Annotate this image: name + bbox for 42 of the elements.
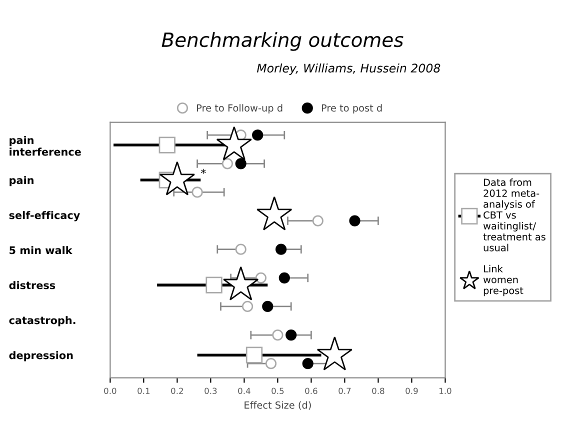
point <box>242 300 254 312</box>
point <box>349 215 360 226</box>
x-axis-title: Effect Size (d) <box>244 401 311 410</box>
x-tick-label: 1.0 <box>440 388 452 394</box>
y-tick-label: distress <box>9 281 56 290</box>
x-tick-label: 0.2 <box>171 388 183 394</box>
point <box>286 329 297 341</box>
point <box>235 158 246 170</box>
point <box>278 272 290 284</box>
point <box>265 358 277 370</box>
point <box>262 300 274 312</box>
x-tick-label: 0.7 <box>338 388 351 394</box>
legend-label: Link women pre-post <box>483 264 524 296</box>
point <box>312 215 324 226</box>
point <box>302 358 314 370</box>
x-tick-label: 0.9 <box>406 388 418 394</box>
point <box>272 329 284 341</box>
y-tick-label: catastroph. <box>9 316 76 326</box>
legend-label: Pre to post d <box>322 104 382 114</box>
legend-label: Data from 2012 meta- analysis of CBT vs waitinglist/ treatment as usual <box>483 178 546 252</box>
x-tick-label: 0.6 <box>305 388 318 394</box>
x-tick-label: 0.5 <box>272 388 284 394</box>
x-tick-label: 0.1 <box>138 388 150 394</box>
x-tick-label: 0.3 <box>204 388 217 394</box>
x-tick-label: 0.0 <box>104 388 116 394</box>
point <box>255 272 266 284</box>
point <box>235 244 246 255</box>
x-tick-label: 0.8 <box>372 388 384 394</box>
y-tick-label: depression <box>9 351 73 362</box>
y-tick-label: 5 min walk <box>10 246 72 254</box>
chart-subtitle: Morley, Williams, Hussein 2008 <box>256 63 440 75</box>
y-tick-label: pain interference <box>10 136 81 156</box>
point <box>222 158 233 170</box>
point <box>252 130 264 141</box>
legend-label: Pre to Follow-up d <box>197 104 282 114</box>
point <box>275 244 287 255</box>
chart-title: Benchmarking outcomes <box>162 32 404 51</box>
y-tick-label: self-efficacy <box>9 211 80 222</box>
y-tick-label: pain <box>10 176 34 186</box>
x-tick-label: 0.4 <box>238 388 250 394</box>
point <box>192 186 203 198</box>
annotation: * <box>200 168 206 174</box>
